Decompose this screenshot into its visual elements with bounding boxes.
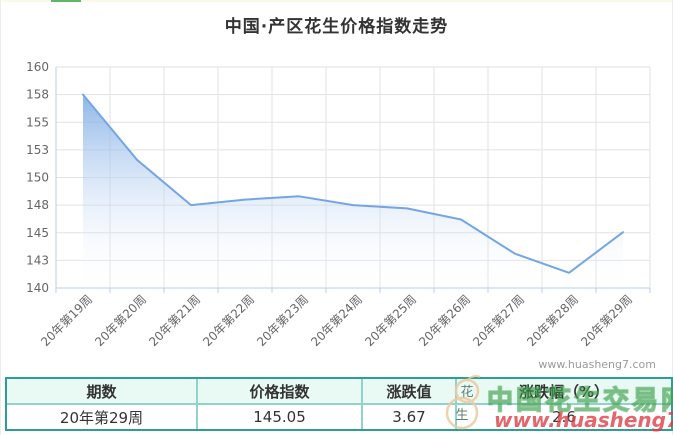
price-index-line [82, 93, 624, 274]
price-index-area [83, 94, 623, 288]
y-axis-label: 143 [26, 253, 49, 267]
top-edge-line [1, 0, 672, 2]
x-axis-label: 20年第24周 [308, 292, 365, 349]
x-axis-label: 20年第20周 [92, 292, 149, 349]
x-axis-label: 20年第23周 [254, 292, 311, 349]
y-axis-label: 158 [26, 88, 49, 102]
page-title: 中国·产区花生价格指数走势 [224, 17, 449, 37]
table-header-cell: 价格指数 [196, 379, 361, 403]
y-axis-label: 160 [26, 60, 49, 74]
y-axis-label: 140 [26, 281, 49, 295]
table-data-cell: 145.05 [196, 403, 361, 429]
table-data-cell: 2.6 [455, 403, 671, 429]
x-axis-label: 20年第25周 [362, 292, 419, 349]
x-axis-label: 20年第19周 [38, 292, 95, 349]
x-axis-label: 20年第29周 [578, 292, 635, 349]
table-header-cell: 期数 [7, 379, 196, 403]
x-axis-label: 20年第22周 [200, 292, 257, 349]
y-axis-label: 148 [26, 198, 49, 212]
x-axis-label: 20年第27周 [470, 292, 527, 349]
table-data-cell: 20年第29周 [7, 403, 196, 429]
y-axis-label: 150 [26, 171, 49, 185]
x-axis-label: 20年第26周 [416, 292, 473, 349]
price-index-area-chart: 140 143 145 148 150 153 155 158 160 20年第19周20年第20… [26, 60, 651, 349]
x-axis-label: 20年第21周 [146, 292, 203, 349]
summary-table: 期数 价格指数 涨跌值 涨跌幅（%） 20年第29周 145.05 3.67 2.6 [5, 377, 673, 431]
table-header-cell: 涨跌值 [361, 379, 455, 403]
y-axis-label: 155 [26, 115, 49, 129]
x-axis-label: 20年第28周 [524, 292, 581, 349]
chart-watermark-url: www.huasheng7.com [538, 358, 656, 371]
table-header-cell: 涨跌幅（%） [455, 379, 671, 403]
top-accent-bar [51, 0, 81, 2]
y-axis-label: 145 [26, 226, 49, 240]
y-axis-label: 153 [26, 143, 49, 157]
table-data-cell: 3.67 [361, 403, 455, 429]
